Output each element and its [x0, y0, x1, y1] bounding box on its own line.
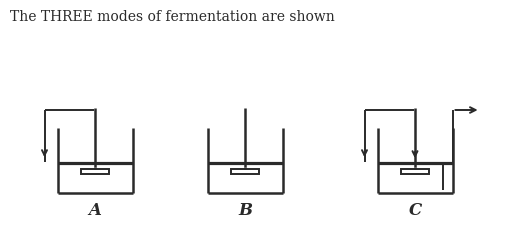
Bar [401, 169, 429, 174]
Text: A: A [88, 202, 102, 219]
Text: The THREE modes of fermentation are shown: The THREE modes of fermentation are show… [10, 10, 335, 24]
Bar [231, 169, 259, 174]
Text: C: C [408, 202, 422, 219]
Bar [81, 169, 109, 174]
Text: B: B [238, 202, 252, 219]
